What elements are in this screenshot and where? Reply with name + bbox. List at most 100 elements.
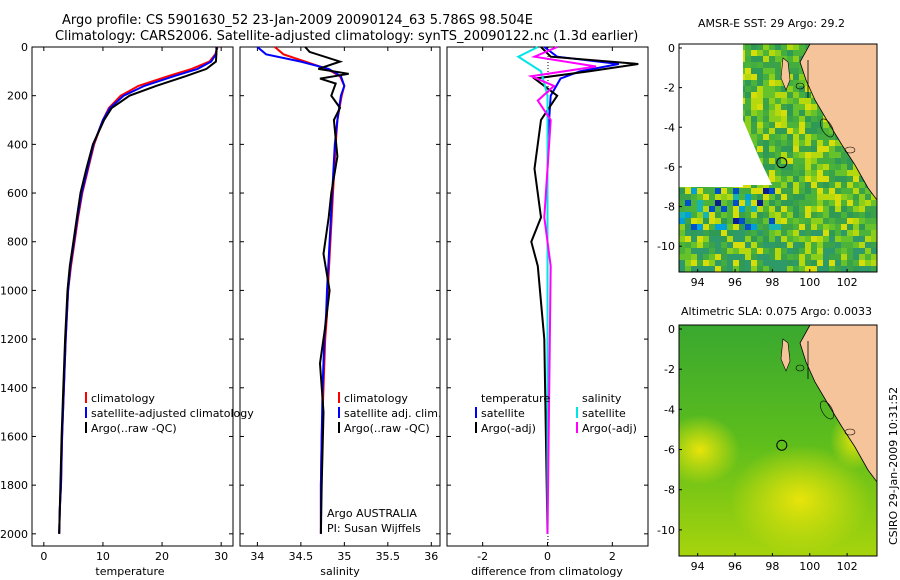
sst-grid-cell [805, 146, 811, 152]
sst-grid-cell [727, 254, 733, 260]
sst-grid-cell [817, 206, 823, 212]
sst-grid-cell [859, 212, 865, 218]
sst-grid-cell [811, 206, 817, 212]
mentawai-islands [780, 338, 791, 372]
sst-grid-cell [745, 122, 751, 128]
sst-grid-cell [805, 230, 811, 236]
sst-grid-cell [769, 68, 775, 74]
sst-grid-cell [811, 116, 817, 122]
principal-investigator-annotation: PI: Susan Wijffels [327, 522, 421, 535]
sst-grid-cell [799, 134, 805, 140]
sst-grid-cell [829, 236, 835, 242]
sst-grid-cell [769, 158, 775, 164]
sst-grid-cell [763, 248, 769, 254]
sst-grid-cell [751, 80, 757, 86]
sst-grid-cell [781, 152, 787, 158]
sla-anomaly-blob [679, 415, 740, 485]
sst-grid-cell [829, 200, 835, 206]
sst-grid-cell [691, 224, 697, 230]
sst-grid-cell [727, 206, 733, 212]
sst-grid-cell [823, 254, 829, 260]
sst-grid-cell [793, 44, 799, 50]
sst-grid-cell [847, 254, 853, 260]
sst-grid-cell [811, 260, 817, 266]
sst-grid-cell [847, 242, 853, 248]
sst-grid-cell [823, 128, 829, 134]
sst-grid-cell [787, 182, 793, 188]
sst-grid-cell [775, 182, 781, 188]
sst-grid-cell [871, 242, 877, 248]
sst-grid-cell [769, 206, 775, 212]
sst-grid-cell [811, 224, 817, 230]
sst-grid-cell [691, 230, 697, 236]
island-outline [820, 118, 834, 138]
sst-grid-cell [805, 104, 811, 110]
sst-grid-cell [841, 212, 847, 218]
sst-grid-cell [805, 158, 811, 164]
sst-grid-cell [799, 128, 805, 134]
sst-grid-cell [679, 260, 685, 266]
sst-grid-cell [775, 74, 781, 80]
x-tick-label: 98 [765, 276, 779, 289]
sst-grid-cell [811, 230, 817, 236]
sst-grid-cell [811, 98, 817, 104]
sst-grid-cell [805, 236, 811, 242]
sst-grid-cell [739, 236, 745, 242]
y-tick-label: -4 [664, 403, 675, 416]
sst-grid-cell [763, 74, 769, 80]
sst-grid-cell [787, 128, 793, 134]
sst-grid-cell [799, 92, 805, 98]
sst-grid-cell [805, 110, 811, 116]
y-tick-label: -2 [664, 82, 675, 95]
sst-grid-cell [715, 200, 721, 206]
sst-grid-cell [841, 164, 847, 170]
sst-grid-cell [685, 248, 691, 254]
sst-grid-cell [787, 50, 793, 56]
sst-grid-cell [745, 224, 751, 230]
sst-grid-cell [847, 170, 853, 176]
sst-grid-cell [799, 194, 805, 200]
x-tick-label: 36 [424, 550, 438, 563]
sst-grid-cell [829, 212, 835, 218]
sst-grid-cell [805, 218, 811, 224]
sst-grid-cell [685, 206, 691, 212]
sst-grid-cell [805, 260, 811, 266]
sst-grid-cell [793, 98, 799, 104]
sst-grid-cell [733, 206, 739, 212]
sst-grid-cell [817, 140, 823, 146]
legend-swatch-argo [85, 422, 87, 433]
sst-grid-cell [769, 44, 775, 50]
sst-grid-cell [835, 206, 841, 212]
sst-grid-cell [853, 188, 859, 194]
sst-grid-cell [787, 254, 793, 260]
sst-grid-cell [757, 260, 763, 266]
sst-grid-cell [805, 242, 811, 248]
sst-grid-cell [841, 236, 847, 242]
sst-grid-cell [757, 194, 763, 200]
sst-grid-cell [859, 260, 865, 266]
sst-grid-cell [781, 140, 787, 146]
sst-grid-cell [757, 206, 763, 212]
sst-grid-cell [847, 194, 853, 200]
sst-grid-cell [775, 230, 781, 236]
sst-grid-cell [799, 224, 805, 230]
sst-grid-cell [757, 212, 763, 218]
sst-grid-cell [835, 248, 841, 254]
sst-grid-cell [829, 260, 835, 266]
sst-grid-cell [799, 104, 805, 110]
series-line-climatology [58, 46, 219, 534]
sst-grid-cell [817, 128, 823, 134]
y-tick-label: 600 [7, 187, 28, 200]
sst-grid-cell [847, 200, 853, 206]
sst-grid-cell [703, 224, 709, 230]
sst-grid-cell [823, 200, 829, 206]
y-tick-label: 0 [668, 323, 675, 336]
sst-grid-cell [775, 146, 781, 152]
legend-label-argo: Argo(..raw -QC) [91, 422, 177, 435]
sst-grid-cell [691, 212, 697, 218]
sst-grid-cell [799, 176, 805, 182]
sst-grid-cell [787, 86, 793, 92]
sst-grid-cell [793, 152, 799, 158]
sst-grid-cell [829, 158, 835, 164]
sst-grid-cell [871, 248, 877, 254]
